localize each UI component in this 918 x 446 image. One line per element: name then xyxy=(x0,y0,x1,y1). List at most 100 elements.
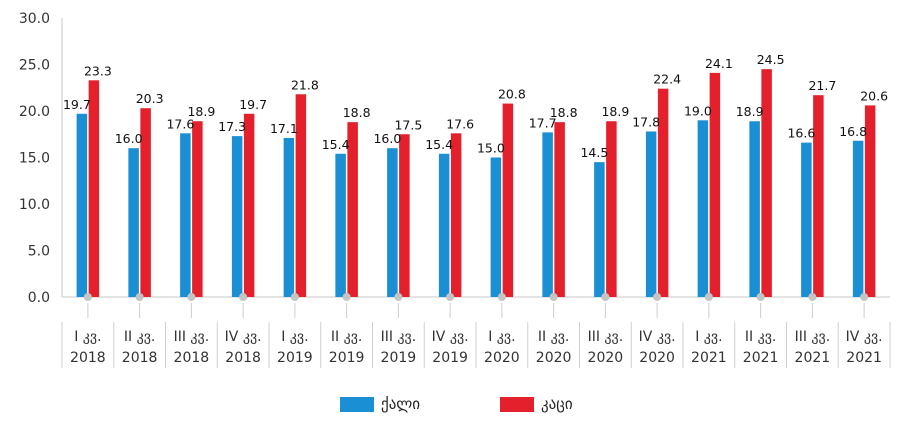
category-marker xyxy=(290,293,299,301)
x-tick-label-year: 2021 xyxy=(691,350,727,366)
legend: ქალი კაცი xyxy=(0,392,918,416)
x-tick-label-quarter: III კვ. xyxy=(381,329,417,345)
x-tick-label-year: 2020 xyxy=(588,350,624,366)
x-tick-label-quarter: I კვ. xyxy=(695,329,722,345)
legend-swatch-men xyxy=(500,396,534,412)
x-tick-label-year: 2019 xyxy=(329,350,365,366)
value-label-men: 20.6 xyxy=(860,88,888,103)
bar-men xyxy=(88,80,100,297)
bar-women xyxy=(852,140,864,297)
x-tick-label-quarter: II კვ. xyxy=(331,329,362,345)
x-tick-label-year: 2019 xyxy=(381,350,417,366)
bar-women xyxy=(697,120,709,297)
value-label-women: 17.3 xyxy=(218,119,246,134)
bar-men xyxy=(761,69,772,298)
value-label-women: 19.0 xyxy=(684,103,712,118)
bar-men xyxy=(554,122,565,297)
x-tick-label-quarter: IV კვ. xyxy=(846,329,883,345)
bar-men xyxy=(399,134,410,297)
value-label-men: 17.5 xyxy=(394,117,422,132)
bar-men xyxy=(450,133,462,297)
category-marker xyxy=(549,293,558,301)
value-label-men: 24.5 xyxy=(757,52,785,67)
x-tick-label-quarter: II კვ. xyxy=(538,329,569,345)
bar-women xyxy=(180,133,191,297)
bars xyxy=(76,69,876,298)
category-marker xyxy=(83,293,92,301)
category-marker xyxy=(653,293,662,301)
value-label-women: 17.8 xyxy=(632,114,660,129)
bar-women xyxy=(801,142,812,297)
x-tick-label-quarter: II კვ. xyxy=(124,329,155,345)
x-tick-label-year: 2020 xyxy=(484,350,520,366)
x-tick-label-year: 2018 xyxy=(225,350,261,366)
y-axis-ticks: 0.0 5.0 10.0 15.0 20.0 25.0 30.0 xyxy=(19,11,50,306)
value-label-men: 18.9 xyxy=(601,104,629,119)
category-marker xyxy=(704,293,713,301)
x-tick-label-quarter: IV კვ. xyxy=(639,329,676,345)
bar-women xyxy=(387,148,398,297)
value-label-women: 16.8 xyxy=(839,124,867,139)
x-tick-label-quarter: III კვ. xyxy=(174,329,210,345)
bar-men xyxy=(606,121,617,297)
bar-women xyxy=(490,157,502,297)
category-marker xyxy=(446,293,455,301)
value-label-men: 17.6 xyxy=(446,116,474,131)
x-tick-label-quarter: I კვ. xyxy=(74,329,101,345)
x-tick-label-quarter: III კვ. xyxy=(588,329,624,345)
x-tick-label-year: 2020 xyxy=(639,350,675,366)
value-label-women: 17.7 xyxy=(529,115,557,130)
legend-swatch-women xyxy=(340,396,374,412)
x-tick-label-year: 2018 xyxy=(122,350,158,366)
category-marker xyxy=(187,293,196,301)
x-tick-label-quarter: II კვ. xyxy=(745,329,776,345)
bar-men xyxy=(813,95,824,297)
bar-women xyxy=(542,132,553,297)
y-tick-label: 20.0 xyxy=(19,104,50,120)
category-marker xyxy=(808,293,817,301)
value-label-men: 23.3 xyxy=(84,63,112,78)
x-tick-label-year: 2021 xyxy=(795,350,831,366)
value-label-women: 15.4 xyxy=(425,137,453,152)
value-label-men: 21.7 xyxy=(808,78,836,93)
y-tick-label: 25.0 xyxy=(19,58,50,74)
bar-men xyxy=(347,122,358,297)
y-tick-label: 30.0 xyxy=(19,11,50,27)
value-label-men: 19.7 xyxy=(239,97,267,112)
value-label-women: 15.0 xyxy=(477,141,505,156)
bar-women xyxy=(335,153,346,297)
bar-women xyxy=(594,162,605,297)
x-tick-label-year: 2021 xyxy=(846,350,882,366)
bar-women xyxy=(438,153,450,297)
value-label-men: 24.1 xyxy=(705,56,733,71)
value-labels: 19.723.316.020.317.618.917.319.717.121.8… xyxy=(63,52,888,160)
x-tick-label-year: 2019 xyxy=(277,350,313,366)
value-label-men: 20.3 xyxy=(136,91,164,106)
value-label-men: 20.8 xyxy=(498,87,526,102)
x-axis-ticks: I კვ. 2018 II კვ. 2018 III კვ. 2018 IV კვ. 2018… xyxy=(61,303,891,368)
category-marker xyxy=(860,293,869,301)
value-label-men: 18.9 xyxy=(187,104,215,119)
value-label-men: 18.8 xyxy=(550,105,578,120)
legend-label-men: კაცი xyxy=(541,395,573,413)
value-label-women: 16.6 xyxy=(787,126,815,141)
category-marker xyxy=(394,293,403,301)
legend-item-women: ქალი xyxy=(340,392,420,416)
x-tick-label-quarter: I კვ. xyxy=(281,329,308,345)
bar-women xyxy=(749,121,760,297)
y-tick-label: 10.0 xyxy=(19,197,50,213)
value-label-men: 18.8 xyxy=(343,105,371,120)
bar-men xyxy=(243,113,255,297)
bar-women xyxy=(645,131,657,297)
legend-item-men: კაცი xyxy=(500,392,573,416)
bar-women xyxy=(76,113,88,297)
value-label-men: 21.8 xyxy=(291,77,319,92)
category-marker xyxy=(756,293,765,301)
x-tick-label-year: 2019 xyxy=(432,350,468,366)
value-label-men: 22.4 xyxy=(653,72,681,87)
bar-men xyxy=(502,103,514,297)
y-tick-label: 0.0 xyxy=(28,290,50,306)
category-marker xyxy=(239,293,248,301)
bar-men xyxy=(140,108,151,298)
